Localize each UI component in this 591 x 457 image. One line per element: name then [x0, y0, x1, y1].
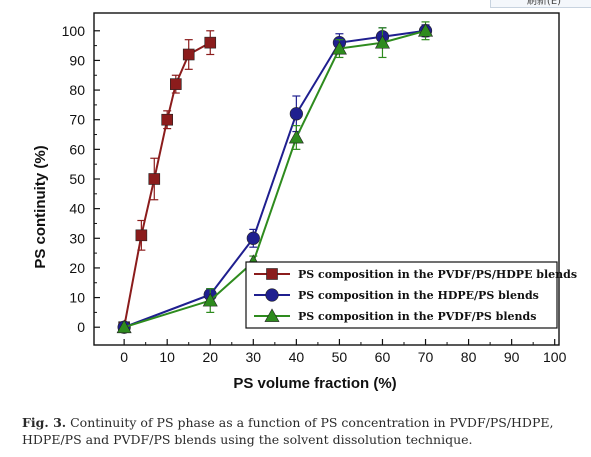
legend-marker — [266, 268, 278, 280]
series-layer — [116, 21, 434, 334]
data-point — [204, 36, 217, 49]
y-tick-label: 20 — [69, 260, 85, 276]
x-tick-label: 0 — [120, 349, 128, 365]
x-tick-label: 10 — [159, 349, 175, 365]
legend-item-square: PS composition in the PVDF/PS/HDPE blend… — [254, 268, 577, 281]
series-square — [118, 30, 217, 334]
ps-continuity-chart: 0 10 20 30 40 50 60 70 80 90 100 0 10 20 30 40 50 60 70 80 9… — [32, 12, 577, 392]
legend-marker — [265, 288, 279, 302]
refresh-tab[interactable]: 刷新(E) — [490, 0, 591, 8]
legend-label: PS composition in the PVDF/PS blends — [298, 310, 536, 323]
data-point — [135, 229, 148, 242]
x-tick-label: 20 — [202, 349, 218, 365]
series-triangle — [116, 21, 434, 334]
data-point — [161, 113, 173, 126]
data-point — [246, 231, 260, 245]
legend-label: PS composition in the HDPE/PS blends — [298, 289, 539, 302]
x-tick-label: 80 — [461, 349, 477, 365]
legend-box — [245, 261, 558, 329]
y-axis-label: PS continuity (%) — [32, 145, 49, 268]
x-tick-label: 100 — [543, 349, 567, 365]
legend-item-triangle: PS composition in the PVDF/PS blends — [254, 308, 536, 323]
y-tick-label: 0 — [77, 319, 85, 335]
x-tick-label: 90 — [504, 349, 520, 365]
y-tick-label: 10 — [69, 290, 85, 306]
caption-text: Continuity of PS phase as a function of … — [22, 415, 554, 447]
x-tick-label: 40 — [289, 349, 305, 365]
series-line — [123, 41, 211, 328]
data-point — [289, 107, 303, 121]
data-point — [374, 35, 390, 49]
caption-label: Fig. 3. — [22, 415, 67, 430]
data-point — [202, 292, 218, 307]
y-tick-label: 40 — [69, 201, 85, 217]
legend-marker — [264, 308, 280, 322]
data-point — [116, 319, 132, 334]
y-tick-label: 50 — [69, 171, 85, 187]
x-axis-label: PS volume fraction (%) — [233, 375, 396, 392]
y-tick-label: 90 — [69, 52, 85, 68]
y-tick-label: 60 — [69, 141, 85, 157]
axes: 0 10 20 30 40 50 60 70 80 90 100 0 10 20 30 40 50 60 70 80 9… — [62, 12, 567, 365]
data-point — [288, 129, 304, 144]
legend: PS composition in the PVDF/PS/HDPE blend… — [245, 261, 577, 329]
data-point — [331, 40, 347, 55]
data-point — [182, 48, 195, 61]
x-tick-label: 30 — [246, 349, 262, 365]
data-point — [170, 78, 182, 90]
x-tick-label: 70 — [418, 349, 434, 365]
y-tick-label: 70 — [69, 112, 85, 128]
y-tick-label: 100 — [62, 23, 86, 39]
x-tick-label: 60 — [375, 349, 391, 365]
x-tick-label: 50 — [332, 349, 348, 365]
legend-item-circle: PS composition in the HDPE/PS blends — [254, 288, 539, 302]
y-tick-label: 30 — [69, 230, 85, 246]
y-tick-label: 80 — [69, 82, 85, 98]
figure-caption: Fig. 3. Continuity of PS phase as a func… — [22, 414, 574, 448]
data-point — [148, 173, 161, 185]
legend-label: PS composition in the PVDF/PS/HDPE blend… — [298, 268, 577, 281]
data-point — [418, 23, 434, 37]
